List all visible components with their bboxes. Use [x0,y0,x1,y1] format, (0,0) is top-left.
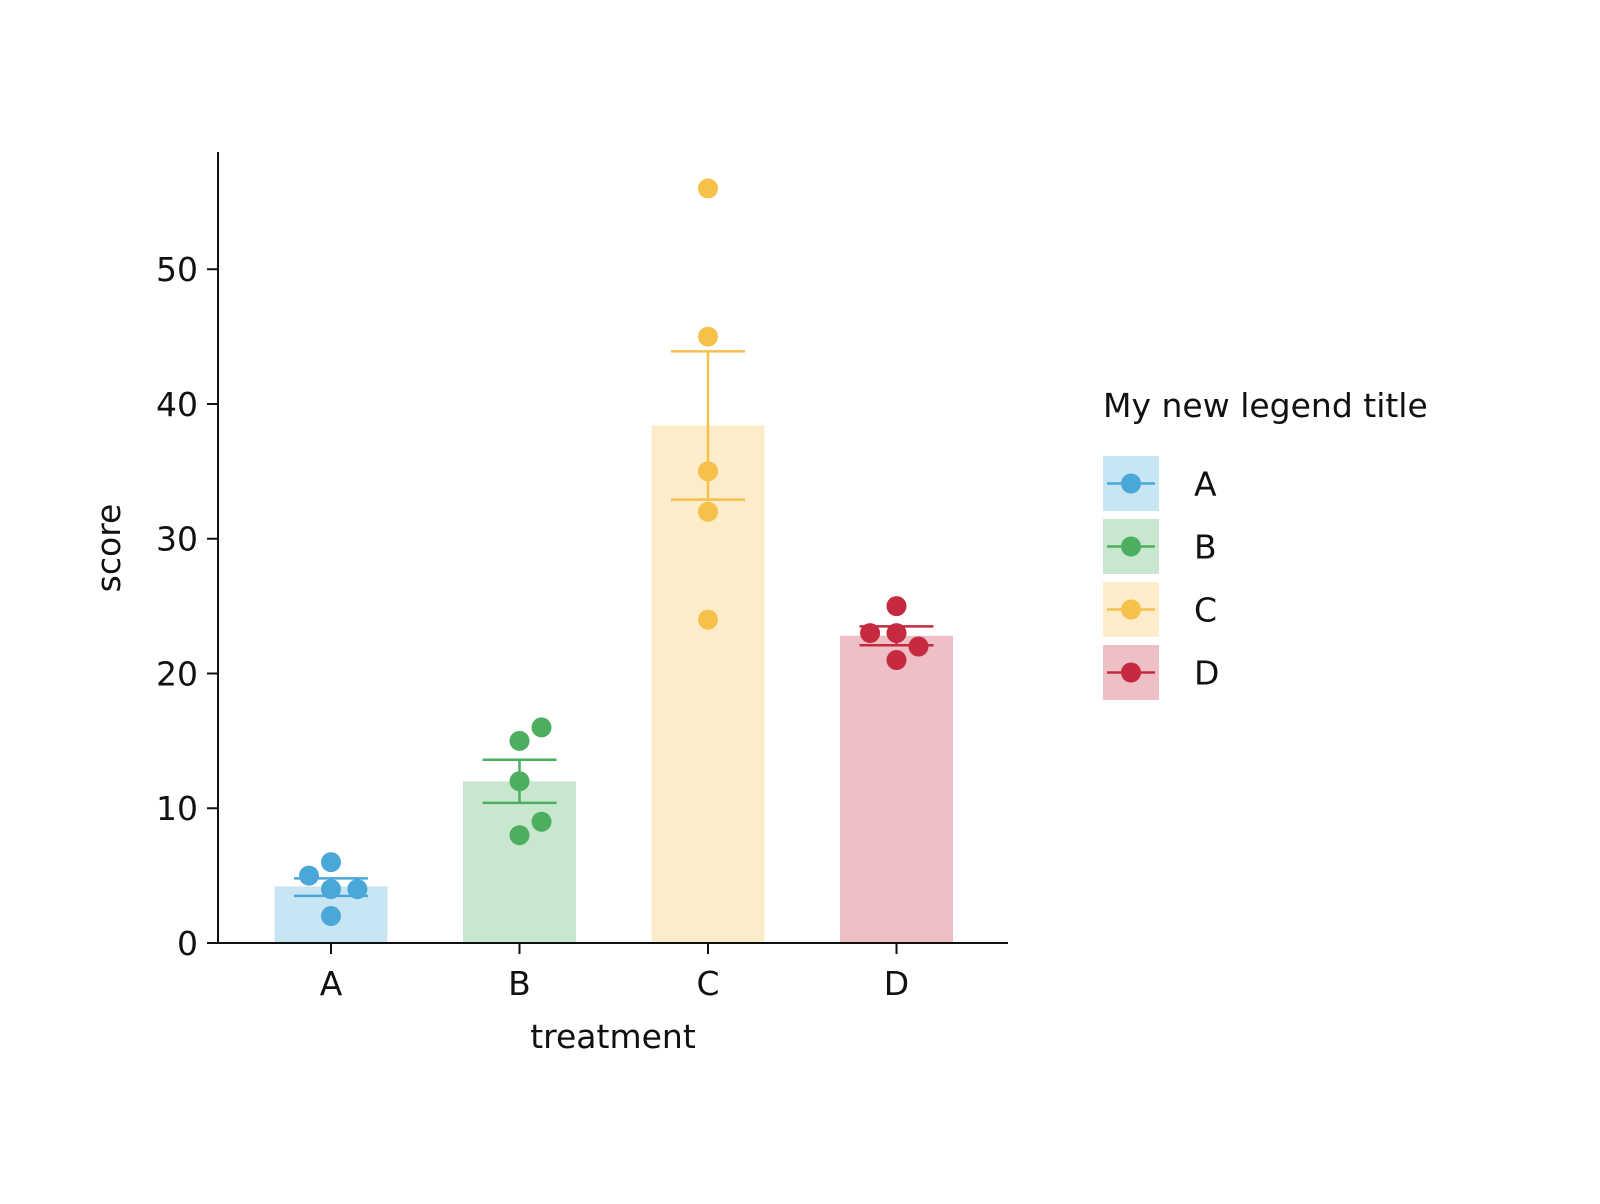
data-point-c-4 [698,501,718,522]
y-tick-label-10: 10 [156,789,198,828]
axes-layer: A B C D 0 10 20 30 40 50 [156,152,1008,1003]
data-point-d-4 [908,636,929,657]
data-point-b-3 [509,771,530,792]
legend-label-d: D [1194,654,1219,693]
error-bars-layer [294,350,934,898]
y-tick-label-0: 0 [177,924,198,963]
y-tick-label-50: 50 [156,250,198,289]
x-tick-label-b: B [508,964,531,1003]
x-tick-label-c: C [696,964,719,1003]
x-tick-label-a: A [320,964,343,1003]
legend-marker [1121,536,1141,557]
data-point-c-3 [698,461,718,482]
data-point-d-1 [886,596,907,617]
legend-marker [1121,473,1141,494]
data-point-a-2 [299,865,319,886]
x-tick-label-d: D [884,964,909,1003]
bars-layer [274,425,953,943]
data-point-c-1 [698,178,718,199]
legend-label-c: C [1194,591,1217,630]
data-point-a-1 [321,852,341,873]
data-point-b-1 [531,717,552,738]
legend-label-b: B [1194,528,1217,567]
y-tick-label-30: 30 [156,520,198,559]
bar-d [840,635,953,943]
data-point-c-2 [698,326,718,347]
legend-entry-c: C [1103,582,1217,637]
legend-entry-d: D [1103,645,1219,700]
bar-b [463,781,576,943]
legend-title: My new legend title [1103,386,1428,425]
data-point-d-3 [886,623,907,644]
data-point-a-4 [347,879,368,900]
data-point-c-5 [698,609,718,630]
data-point-b-5 [509,825,530,846]
data-point-b-2 [509,730,530,751]
data-point-a-5 [321,906,341,927]
legend-entry-b: B [1103,519,1217,574]
data-point-d-5 [886,650,907,671]
legend-entry-a: A [1103,456,1217,511]
y-axis-title: score [89,504,128,593]
y-tick-label-40: 40 [156,385,198,424]
data-point-b-4 [531,811,552,832]
y-tick-label-20: 20 [156,654,198,693]
legend-marker [1121,662,1141,683]
legend-marker [1121,599,1141,620]
data-points-layer [299,178,929,927]
data-point-d-2 [860,623,881,644]
data-point-a-3 [321,879,341,900]
legend-label-a: A [1194,465,1217,504]
x-axis-title: treatment [530,1017,696,1056]
